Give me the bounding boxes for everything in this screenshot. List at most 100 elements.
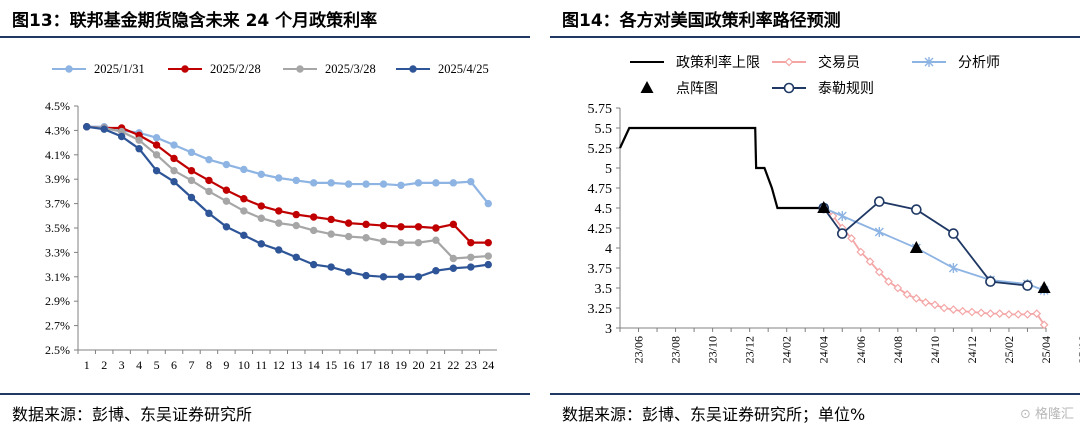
legend-item: 政策利率上限: [630, 54, 760, 71]
legend-label: 2025/2/28: [210, 62, 261, 76]
data-point: [292, 221, 300, 230]
series-line: [823, 207, 1045, 292]
data-point: [170, 177, 178, 186]
legend-item: 泰勒规则: [772, 81, 874, 97]
data-point: [240, 231, 248, 240]
legend-marker: [783, 82, 795, 94]
y-tick-label: 4.75: [588, 182, 613, 197]
series-交易员: [819, 203, 1049, 330]
data-point: [449, 254, 458, 263]
data-point: [309, 213, 318, 221]
x-tick-label: 24/10: [928, 336, 942, 363]
series-泰勒规则: [818, 196, 1033, 291]
legend-label: 点阵图: [676, 81, 718, 97]
series-点阵图: [817, 201, 1051, 293]
data-point: [985, 276, 996, 287]
series-2025/1/31: [83, 123, 492, 208]
data-point: [449, 179, 458, 187]
data-point: [292, 253, 300, 261]
data-point: [379, 180, 388, 188]
legend-item: 2025/4/25: [396, 62, 489, 76]
series-line: [86, 125, 489, 278]
y-tick-label: 3.25: [588, 302, 613, 317]
data-point: [379, 237, 388, 246]
legend-item: 点阵图: [640, 81, 718, 97]
legend-item: 2025/2/28: [168, 62, 261, 76]
data-point: [170, 141, 178, 149]
x-tick-label: 2: [101, 358, 107, 372]
y-tick-label: 5.5: [595, 122, 613, 137]
data-point: [222, 160, 231, 169]
data-point: [414, 238, 423, 247]
data-point: [187, 193, 196, 202]
data-point: [1032, 309, 1042, 318]
x-tick-label: 11: [256, 358, 268, 372]
series-line: [86, 125, 489, 260]
y-tick-label: 4.25: [588, 222, 613, 237]
data-point: [240, 165, 248, 174]
data-point: [100, 125, 108, 133]
x-tick-label: 25/04: [1039, 336, 1053, 363]
x-tick-label: 16: [343, 358, 355, 372]
data-point: [327, 215, 335, 224]
data-point: [362, 271, 370, 280]
data-point: [909, 241, 923, 253]
y-tick-label: 5.75: [588, 102, 613, 117]
x-tick-label: 19: [395, 358, 407, 372]
y-tick-label: 3: [605, 322, 612, 337]
data-point: [240, 207, 248, 215]
y-tick-label: 4.1%: [45, 148, 70, 162]
data-point: [275, 246, 283, 254]
x-tick-label: 24/02: [780, 336, 794, 363]
data-point: [275, 174, 283, 182]
series-政策利率上限: [619, 126, 824, 210]
legend-marker: [409, 65, 417, 73]
data-point: [327, 263, 335, 271]
data-point: [344, 268, 353, 276]
x-tick-label: 24/12: [965, 336, 979, 363]
series-2025/2/28: [83, 123, 492, 247]
y-tick-label: 3.1%: [45, 270, 70, 284]
y-tick-label: 2.5%: [45, 343, 70, 357]
data-point: [432, 267, 440, 275]
title-rule: [550, 36, 1080, 38]
x-tick-label: 24/08: [891, 336, 905, 363]
data-point: [484, 199, 492, 208]
data-point: [911, 204, 922, 215]
data-point: [222, 197, 231, 205]
x-tick-label: 15: [325, 358, 337, 372]
data-point: [205, 187, 213, 196]
y-tick-label: 2.7%: [45, 319, 70, 333]
data-point: [948, 228, 959, 239]
x-tick-label: 22: [447, 358, 459, 372]
data-point: [152, 141, 161, 149]
legend-label: 分析师: [958, 55, 1000, 71]
data-point: [432, 224, 440, 232]
data-point: [205, 209, 213, 218]
data-point: [865, 257, 875, 266]
data-point: [152, 134, 161, 142]
data-point: [484, 238, 492, 247]
data-point: [949, 305, 958, 314]
data-point: [1013, 310, 1023, 319]
data-point: [309, 179, 318, 187]
x-tick-label: 23: [465, 358, 477, 372]
y-tick-label: 3.75: [588, 262, 613, 277]
legend-label: 2025/3/28: [325, 62, 376, 76]
data-point: [893, 283, 903, 293]
legend-item: 2025/1/31: [52, 62, 145, 76]
y-tick-label: 2.9%: [45, 294, 70, 308]
x-tick-label: 25/02: [1002, 336, 1016, 363]
data-point: [847, 234, 856, 243]
data-point: [362, 220, 370, 229]
data-point: [187, 148, 196, 157]
y-tick-label: 3.7%: [45, 197, 70, 211]
data-point: [1004, 310, 1014, 319]
x-tick-label: 13: [290, 358, 302, 372]
data-point: [205, 176, 213, 185]
data-point: [921, 298, 930, 307]
y-tick-label: 3.5%: [45, 221, 70, 235]
data-point: [414, 223, 423, 231]
data-point: [327, 230, 335, 238]
y-tick-label: 4.5%: [45, 99, 70, 113]
